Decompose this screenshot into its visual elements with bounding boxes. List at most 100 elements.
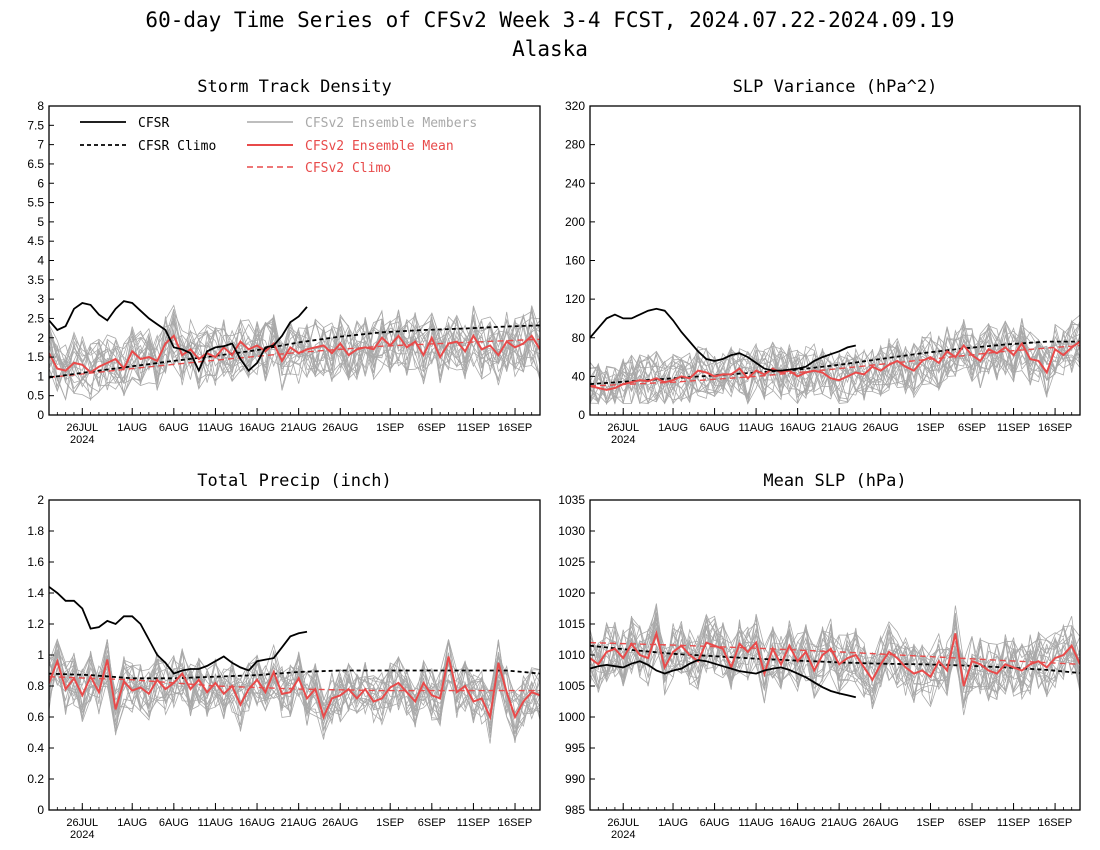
y-tick-label: 1015 — [558, 617, 585, 631]
x-tick-label: 16AUG — [780, 422, 816, 434]
chart-total-precip: Total Precip (inch) 0 0.2 0.4 0.6 0.8 1 1.2 1.4 1… — [27, 471, 541, 841]
ensemble-member-line — [49, 305, 540, 396]
x-tick-sublabel: 2024 — [70, 829, 94, 841]
y-tick-label: 1.6 — [27, 555, 44, 569]
x-tick-label: 11AUG — [198, 817, 233, 829]
legend-label: CFSR — [138, 116, 169, 131]
x-tick-label: 6SEP — [958, 422, 986, 434]
ensemble-member-line — [49, 306, 540, 391]
ensemble-member-line — [49, 304, 540, 392]
y-tick-label: 1 — [37, 369, 44, 383]
chart-mean-slp: Mean SLP (hPa) 985 990 995 1000 1005 1010 1015 1… — [558, 471, 1081, 841]
x-tick-label: 6SEP — [418, 422, 446, 434]
y-tick-label: 6.5 — [27, 157, 44, 171]
x-tick-label: 16SEP — [1038, 817, 1072, 829]
ensemble-member-line — [49, 310, 540, 401]
ensemble-mean-line — [590, 340, 1080, 391]
x-tick-label: 11SEP — [997, 817, 1030, 829]
y-tick-label: 320 — [565, 99, 585, 113]
ensemble-member-line — [590, 318, 1080, 405]
y-tick-label: 8 — [37, 99, 44, 113]
x-tick-label: 16AUG — [780, 817, 816, 829]
x-tick-label: 6AUG — [700, 817, 730, 829]
y-tick-label: 1025 — [558, 555, 585, 569]
ensemble-mean-line — [590, 629, 1080, 687]
y-tick-label: 1.2 — [27, 617, 44, 631]
y-tick-label: 0.5 — [27, 389, 44, 403]
y-tick-label: 1005 — [558, 679, 585, 693]
x-tick-label: 6SEP — [418, 817, 446, 829]
x-tick-label: 16SEP — [1038, 422, 1072, 434]
cfsv2-climo-line — [590, 344, 1080, 387]
x-tick-label: 21AUG — [821, 817, 857, 829]
ensemble-member-line — [49, 643, 540, 734]
y-tick-label: 0 — [578, 408, 585, 422]
ensemble-mean-line — [49, 333, 540, 374]
ensemble-member-line — [49, 313, 540, 401]
x-tick-label: 26JUL — [607, 817, 639, 829]
chart-title: SLP Variance (hPa^2) — [733, 77, 938, 97]
y-tick-label: 2.5 — [27, 311, 44, 325]
x-tick-label: 26AUG — [322, 817, 358, 829]
x-tick-label: 1AUG — [658, 817, 688, 829]
x-tick-label: 1SEP — [376, 817, 404, 829]
y-tick-label: 0.8 — [27, 679, 44, 693]
x-tick-label: 11AUG — [198, 422, 233, 434]
ensemble-member-line — [590, 603, 1080, 716]
x-tick-label: 6SEP — [958, 817, 986, 829]
y-tick-label: 0 — [37, 803, 44, 817]
x-tick-label: 1AUG — [658, 422, 688, 434]
chart-storm-track: Storm Track Density 0 0.5 1 1.5 2 2.5 3 3.5 4 4.5 5… — [27, 77, 541, 446]
y-tick-label: 120 — [565, 292, 585, 306]
x-tick-label: 26JUL — [66, 422, 98, 434]
ensemble-member-line — [49, 639, 540, 738]
y-tick-label: 1.8 — [27, 524, 44, 538]
cfsr-line — [590, 307, 857, 372]
y-tick-label: 160 — [565, 254, 585, 268]
x-tick-label: 21AUG — [281, 422, 317, 434]
y-tick-label: 995 — [565, 741, 585, 755]
y-tick-label: 1000 — [558, 710, 585, 724]
chart-panels: Storm Track Density 0 0.5 1 1.5 2 2.5 3 3.5 4 4.5 5… — [27, 77, 1081, 841]
y-tick-label: 40 — [572, 369, 586, 383]
x-tick-label: 16AUG — [239, 422, 275, 434]
x-tick-label: 6AUG — [159, 422, 189, 434]
ensemble-member-line — [49, 317, 540, 397]
y-tick-label: 1.4 — [27, 586, 44, 600]
y-tick-label: 0 — [37, 408, 44, 422]
ensemble-member-line — [590, 318, 1080, 405]
ensemble-member-line — [49, 310, 540, 393]
y-tick-label: 0.4 — [27, 741, 44, 755]
x-tick-label: 21AUG — [281, 817, 317, 829]
x-tick-sublabel: 2024 — [70, 434, 94, 446]
plot-frame — [48, 499, 541, 811]
y-tick-label: 1.5 — [27, 350, 44, 364]
y-tick-label: 7.5 — [27, 118, 44, 132]
cfsv2-climo-line — [49, 676, 540, 692]
x-tick-sublabel: 2024 — [611, 829, 635, 841]
y-tick-label: 80 — [572, 331, 586, 345]
legend-label: CFSv2 Climo — [305, 161, 391, 176]
ensemble-member-line — [590, 314, 1080, 405]
cfsr-climo-line — [49, 324, 540, 379]
chart-title: Total Precip (inch) — [197, 471, 391, 491]
cfsr-climo-line — [590, 644, 1080, 674]
y-tick-label: 1035 — [558, 493, 585, 507]
x-tick-label: 1SEP — [916, 817, 944, 829]
y-tick-label: 3 — [37, 292, 44, 306]
cfsr-climo-line — [49, 669, 540, 680]
ensemble-member-line — [590, 319, 1080, 404]
y-tick-label: 280 — [565, 138, 585, 152]
y-tick-label: 1 — [37, 648, 44, 662]
x-tick-label: 1AUG — [117, 422, 147, 434]
y-tick-label: 3.5 — [27, 273, 44, 287]
y-tick-label: 1030 — [558, 524, 585, 538]
y-tick-label: 0.2 — [27, 772, 44, 786]
cfsr-line — [590, 659, 857, 699]
x-tick-label: 11AUG — [738, 817, 773, 829]
figure-subtitle: Alaska — [512, 37, 588, 61]
x-tick-label: 16SEP — [498, 817, 532, 829]
ensemble-member-line — [590, 605, 1080, 704]
x-tick-label: 21AUG — [821, 422, 857, 434]
